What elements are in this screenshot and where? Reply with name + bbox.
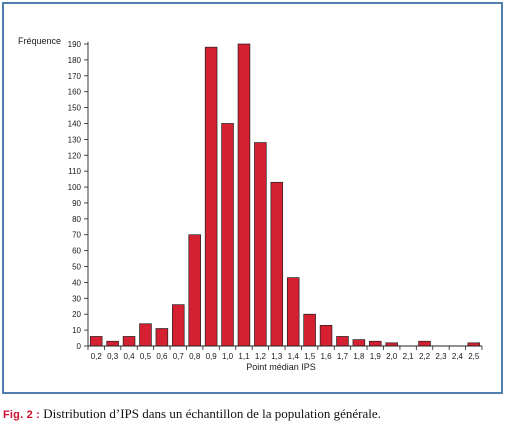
- x-tick-label-1-5: 1,5: [304, 352, 316, 361]
- y-tick-label-170: 170: [68, 72, 82, 81]
- y-tick-label-10: 10: [72, 326, 81, 335]
- x-tick-label-1-6: 1,6: [320, 352, 332, 361]
- bar-0-9: [204, 46, 218, 347]
- x-tick-label-1-3: 1,3: [271, 352, 283, 361]
- bar-0-3: [106, 340, 119, 347]
- bar-1-6: [319, 324, 333, 347]
- x-axis-label: Point médian IPS: [246, 362, 316, 372]
- y-tick-label-80: 80: [72, 215, 81, 224]
- y-tick-label-70: 70: [72, 231, 81, 240]
- y-tick-label-110: 110: [68, 167, 81, 176]
- x-tick-label-0-7: 0,7: [173, 352, 185, 361]
- x-tick-label-2-0: 2,0: [386, 352, 398, 361]
- bar-1-7: [336, 336, 349, 347]
- x-tick-label-1-2: 1,2: [255, 352, 267, 361]
- x-tick-label-2-4: 2,4: [452, 352, 464, 361]
- y-tick-label-130: 130: [68, 135, 82, 144]
- x-tick-label-0-5: 0,5: [140, 352, 152, 361]
- x-tick-label-2-5: 2,5: [468, 352, 480, 361]
- y-tick-label-20: 20: [72, 310, 81, 319]
- caption-prefix: Fig. 2 :: [3, 409, 41, 421]
- x-tick-label-0-6: 0,6: [156, 352, 168, 361]
- x-tick-label-0-9: 0,9: [206, 352, 218, 361]
- bar-1-2: [254, 142, 267, 347]
- bar-0-2: [89, 336, 103, 347]
- y-tick-label-90: 90: [72, 199, 81, 208]
- bar-0-6: [155, 328, 169, 347]
- x-tick-label-2-3: 2,3: [435, 352, 447, 361]
- y-tick-label-60: 60: [72, 247, 81, 256]
- x-tick-label-1-9: 1,9: [370, 352, 382, 361]
- x-tick-label-2-1: 2,1: [403, 352, 415, 361]
- y-tick-label-40: 40: [72, 278, 81, 287]
- x-tick-label-0-8: 0,8: [189, 352, 201, 361]
- bar-0-7: [172, 304, 185, 347]
- y-axis-label: Fréquence: [18, 36, 61, 46]
- bar-1-1: [237, 43, 251, 347]
- histogram-chart: Fréquence Point médian IPS 0 10 20 30 40 50 60…: [18, 36, 483, 372]
- x-tick-label-1-4: 1,4: [288, 352, 300, 361]
- bar-1-8: [352, 339, 366, 347]
- bar-2-2: [418, 340, 431, 347]
- bar-1-0: [221, 123, 234, 347]
- axes-layer: 0 10 20 30 40 50 60 70 80 90 100 110 120 130 140 150 160…: [68, 40, 483, 361]
- figure-caption: Fig. 2 : Distribution d’IPS dans un écha…: [3, 406, 503, 422]
- caption-text: Distribution d’IPS dans un échantillon d…: [43, 406, 381, 421]
- x-tick-label-0-4: 0,4: [123, 352, 135, 361]
- x-tick-label-1-8: 1,8: [353, 352, 365, 361]
- bar-2-5: [467, 342, 481, 347]
- bar-0-5: [139, 323, 152, 347]
- bar-1-3: [270, 181, 284, 347]
- bar-0-8: [188, 234, 201, 347]
- x-tick-label-1-1: 1,1: [238, 352, 250, 361]
- figure-frame: Fréquence Point médian IPS 0 10 20 30 40 50 60…: [2, 2, 503, 394]
- x-tick-label-0-2: 0,2: [91, 352, 103, 361]
- y-tick-label-150: 150: [68, 104, 82, 113]
- bar-1-4: [286, 277, 300, 347]
- y-tick-label-180: 180: [68, 56, 82, 65]
- y-tick-label-0: 0: [77, 342, 82, 351]
- x-tick-label-1-7: 1,7: [337, 352, 349, 361]
- bar-1-5: [303, 313, 316, 347]
- bar-2-0: [385, 342, 398, 347]
- x-tick-label-2-2: 2,2: [419, 352, 431, 361]
- y-tick-label-120: 120: [68, 151, 82, 160]
- bars-layer: [89, 43, 481, 347]
- y-tick-label-100: 100: [68, 183, 82, 192]
- bar-1-9: [369, 340, 382, 347]
- y-tick-label-30: 30: [72, 294, 81, 303]
- bar-0-4: [122, 336, 136, 347]
- y-tick-label-140: 140: [68, 119, 82, 128]
- x-tick-label-0-3: 0,3: [107, 352, 119, 361]
- y-tick-label-160: 160: [68, 88, 82, 97]
- x-tick-label-1-0: 1,0: [222, 352, 234, 361]
- y-tick-label-50: 50: [72, 263, 81, 272]
- y-tick-label-190: 190: [68, 40, 82, 49]
